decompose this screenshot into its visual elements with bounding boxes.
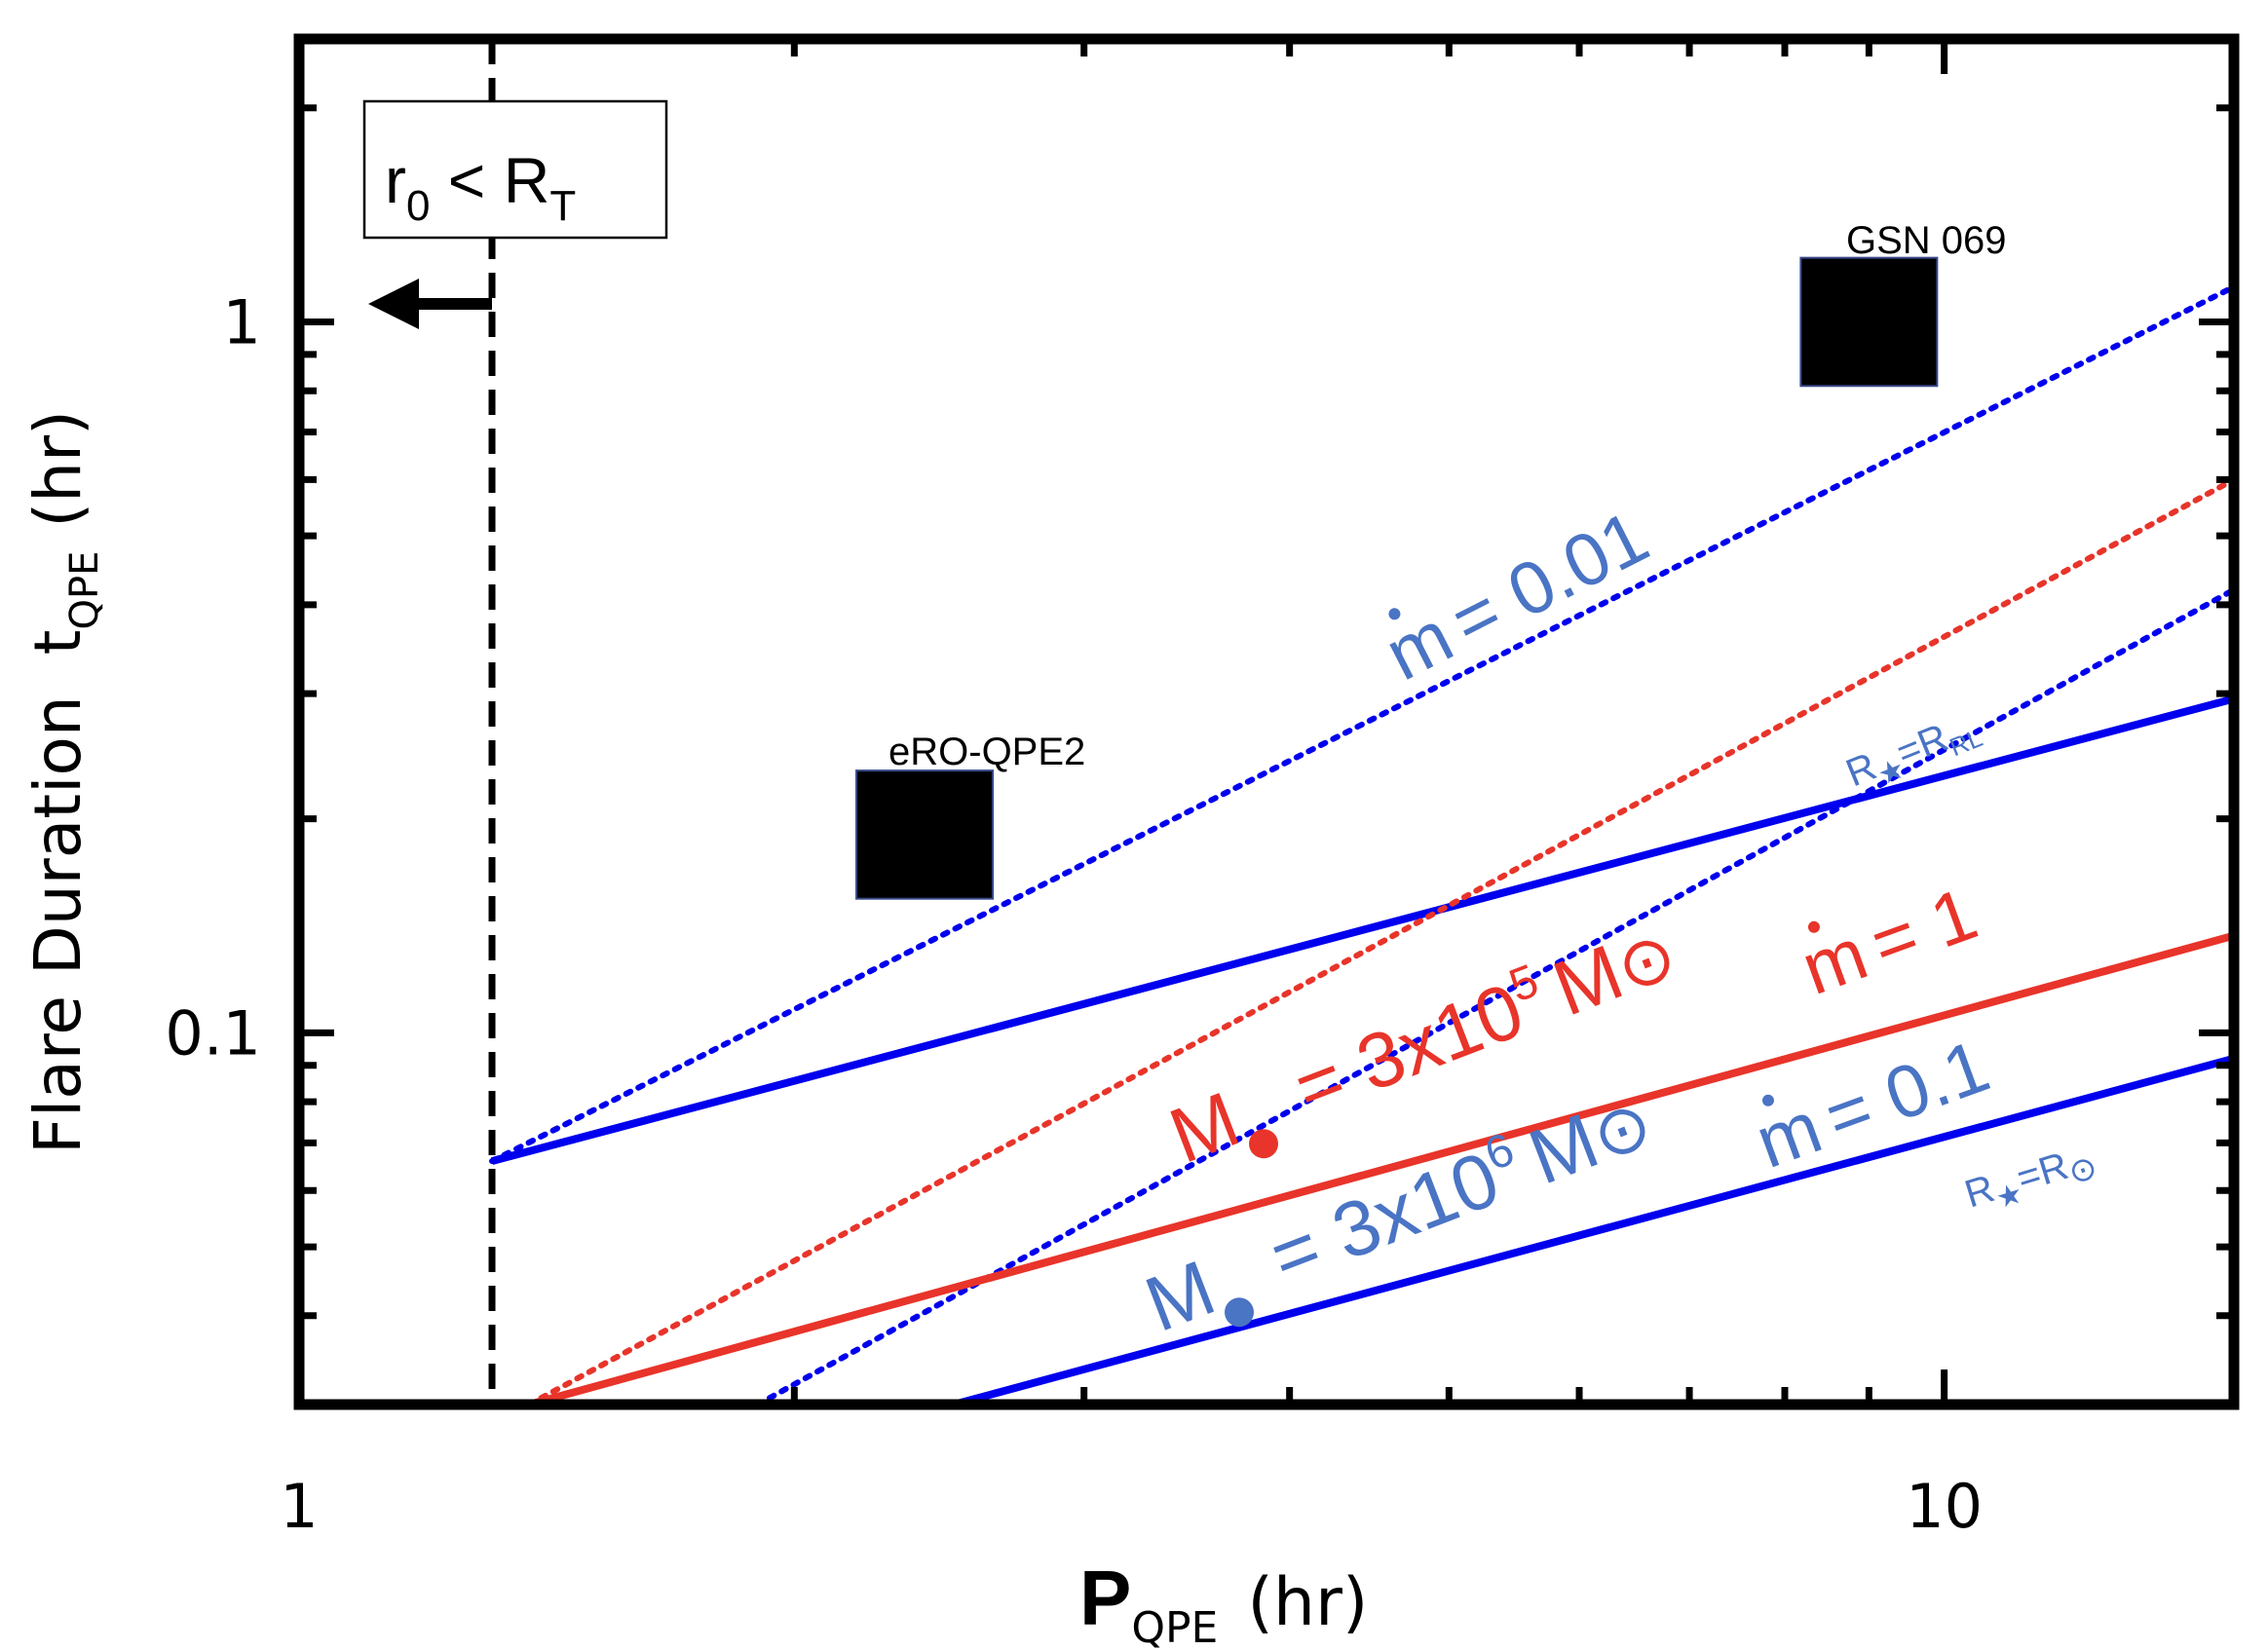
- label-ero-qpe2: eRO-QPE2: [888, 731, 1085, 773]
- plot-frame: [293, 33, 2240, 1410]
- y-title-unit: (hr): [20, 410, 95, 527]
- y-tick-label: 1: [223, 286, 261, 357]
- box-lt: <: [430, 144, 503, 216]
- box-r-sub: 0: [406, 182, 430, 230]
- ticks-layer: [295, 39, 2234, 1408]
- svg-text:m= 0.1: m= 0.1: [1746, 1025, 2000, 1184]
- x-tick-label: 10: [1906, 1471, 1983, 1542]
- series-line-R_star_RRL_M3e6: [754, 586, 2234, 1405]
- tick-labels: 1 10 0.1 1: [165, 286, 1983, 1542]
- left-arrow-icon: [368, 279, 492, 329]
- series-line-m_dot_1_M3e5: [528, 931, 2234, 1405]
- constraint-box: r0 < RT: [362, 99, 668, 240]
- mdot-001-value: = 0.01: [1438, 495, 1661, 663]
- box-R: R: [504, 144, 550, 216]
- x-title-main: P: [1079, 1555, 1131, 1641]
- series-line-m_dot_0.1_M3e6: [952, 1054, 2234, 1405]
- bh-dot-icon: [1249, 1129, 1279, 1159]
- y-axis-title: Flare Duration tQPE (hr): [20, 410, 107, 1154]
- mdot-dot: [1761, 1094, 1774, 1106]
- annotation-mdot-1: m= 1: [1792, 872, 1987, 1010]
- mass-red-M: M: [1158, 1075, 1250, 1180]
- svg-text:R★=R⊙: R★=R⊙: [1960, 1137, 2102, 1224]
- mdot-dot: [1807, 920, 1820, 933]
- x-title-sub: QPE: [1131, 1603, 1218, 1650]
- svg-text:r0 < RT: r0 < RT: [385, 144, 576, 230]
- x-axis-title: PQPE (hr): [1079, 1555, 1368, 1650]
- mdot-1-m: m: [1792, 912, 1878, 1011]
- x-tick-label: 1: [280, 1471, 318, 1542]
- y-title-main: Flare Duration t: [20, 629, 95, 1154]
- points-layer: [855, 256, 1939, 900]
- label-gsn-069: GSN 069: [1846, 219, 2007, 262]
- series-layer: [489, 283, 2234, 1405]
- data-point-gsn-069: [1799, 256, 1939, 388]
- box-r: r: [385, 144, 406, 216]
- data-point-ero-qpe2: [855, 769, 995, 900]
- mdot-1-value: = 1: [1861, 872, 1987, 986]
- mass-blue-value: = 3x10: [1259, 1135, 1510, 1300]
- svg-text:m= 1: m= 1: [1792, 872, 1987, 1010]
- x-title-unit: (hr): [1247, 1564, 1368, 1641]
- box-R-sub: T: [549, 182, 576, 230]
- bh-dot-icon: [1225, 1297, 1255, 1328]
- y-tick-label: 0.1: [165, 997, 261, 1069]
- mdot-dot: [1388, 608, 1401, 620]
- series-line-m_dot_0.01_M3e6: [489, 283, 2234, 1165]
- mass-red-value: = 3x10: [1283, 966, 1534, 1132]
- series-line-R_star_RRL_M3e5: [526, 476, 2234, 1405]
- series-line-m_dot_1_M3e6: [491, 694, 2234, 1165]
- y-title-sub: QPE: [62, 551, 107, 630]
- annotation-rstar-rsun: R★=R⊙: [1960, 1137, 2102, 1224]
- rstar-sun-eq: =R: [2012, 1144, 2073, 1200]
